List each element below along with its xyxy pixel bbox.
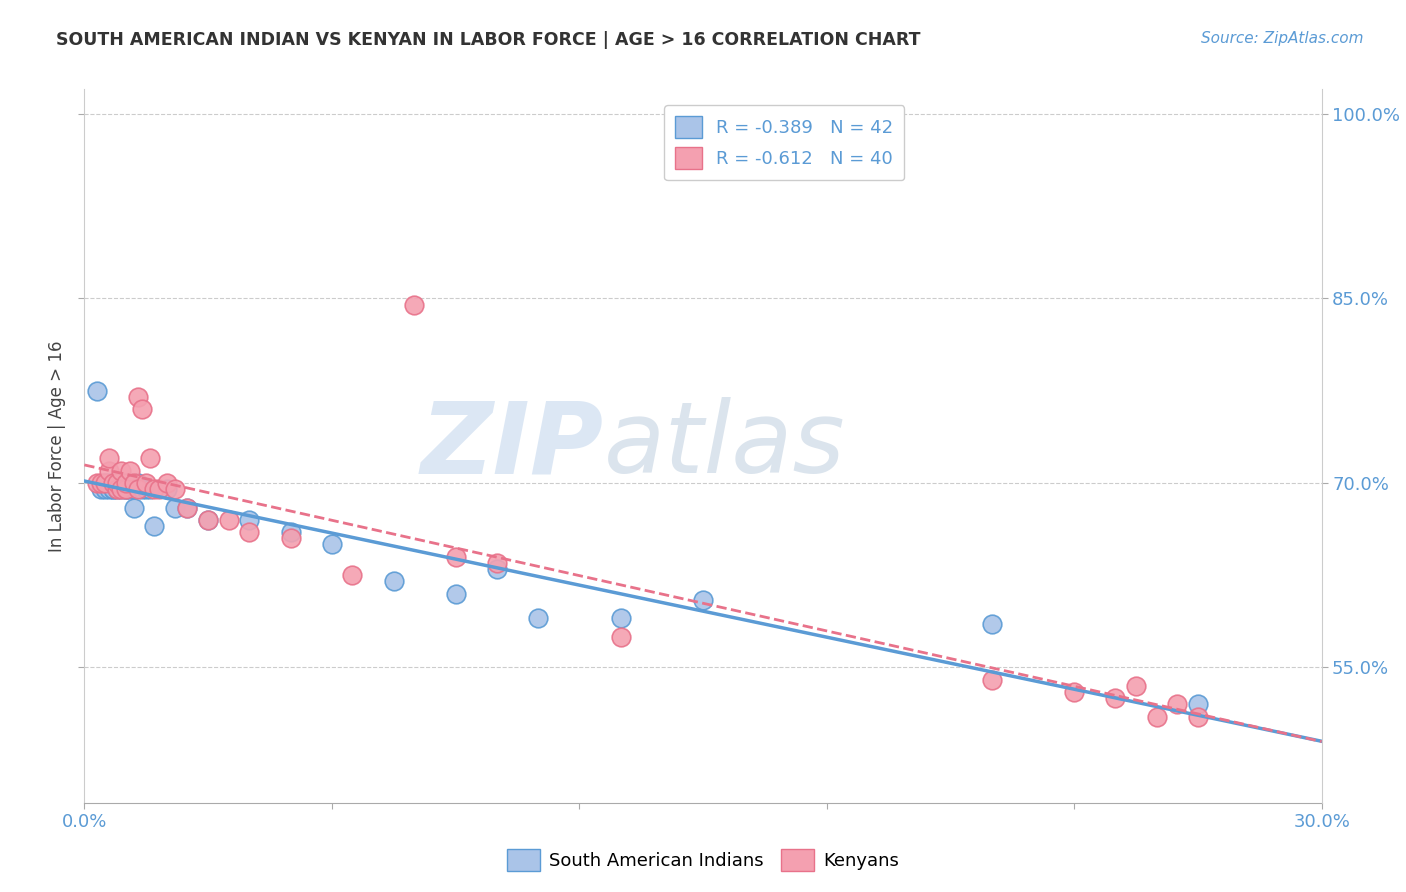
Point [103,475,125,490]
Point [103,482,125,496]
Point [127,390,149,404]
Point [143,482,166,496]
Point [321,537,343,551]
Point [86,384,108,398]
Point [118,464,141,478]
Point [131,482,153,496]
Point [609,630,631,644]
Point [94,482,117,496]
Point [139,451,162,466]
Point [103,482,125,496]
Point [1063,685,1085,699]
Point [118,482,141,496]
Legend: R = -0.389   N = 42, R = -0.612   N = 40: R = -0.389 N = 42, R = -0.612 N = 40 [664,105,904,180]
Point [156,475,179,490]
Point [280,531,302,545]
Point [176,500,198,515]
Point [197,513,219,527]
Point [404,297,426,311]
Legend: South American Indians, Kenyans: South American Indians, Kenyans [501,842,905,879]
Point [122,482,145,496]
Point [135,482,157,496]
Point [114,482,136,496]
Point [156,482,179,496]
Point [1187,698,1209,712]
Text: ZIP: ZIP [420,398,605,494]
Point [98,464,121,478]
Point [238,525,260,540]
Point [127,482,149,496]
Point [1125,679,1147,693]
Point [485,562,508,576]
Point [98,482,121,496]
Point [105,475,128,490]
Point [131,402,153,417]
Point [114,475,136,490]
Text: Source: ZipAtlas.com: Source: ZipAtlas.com [1201,31,1364,46]
Point [135,475,157,490]
Point [94,475,117,490]
Point [105,475,128,490]
Point [148,482,170,496]
Point [280,525,302,540]
Point [485,556,508,570]
Point [122,475,145,490]
Text: SOUTH AMERICAN INDIAN VS KENYAN IN LABOR FORCE | AGE > 16 CORRELATION CHART: SOUTH AMERICAN INDIAN VS KENYAN IN LABOR… [56,31,921,49]
Point [103,475,125,490]
Point [90,482,112,496]
Point [197,513,219,527]
Point [165,500,187,515]
Point [110,464,132,478]
Point [110,482,132,496]
Point [527,611,550,625]
Point [114,482,136,496]
Y-axis label: In Labor Force | Age > 16: In Labor Force | Age > 16 [48,340,66,552]
Point [98,475,121,490]
Point [444,549,467,564]
Point [444,587,467,601]
Point [94,475,117,490]
Point [114,475,136,490]
Point [139,482,162,496]
Point [980,673,1002,687]
Point [980,617,1002,632]
Point [110,482,132,496]
Point [127,475,149,490]
Point [218,513,240,527]
Point [110,475,132,490]
Point [165,482,187,496]
Point [176,500,198,515]
Point [114,475,136,490]
Point [1146,709,1168,723]
Point [692,592,714,607]
Point [342,568,364,582]
Point [105,482,128,496]
Point [105,482,128,496]
Text: atlas: atlas [605,398,845,494]
Point [1166,698,1188,712]
Point [609,611,631,625]
Point [118,475,141,490]
Point [86,475,108,490]
Point [114,482,136,496]
Point [382,574,405,589]
Point [98,451,121,466]
Point [238,513,260,527]
Point [122,500,145,515]
Point [105,475,128,490]
Point [1104,691,1126,706]
Point [90,475,112,490]
Point [1187,709,1209,723]
Point [143,519,166,533]
